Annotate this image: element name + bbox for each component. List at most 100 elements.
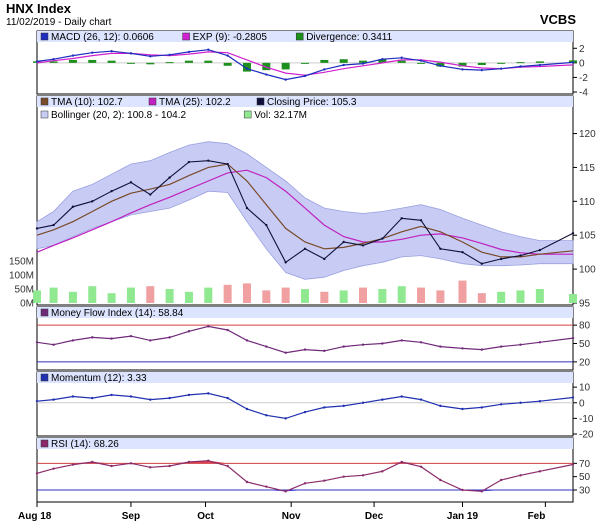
price-legend-bar [37, 96, 573, 107]
mfi-point [91, 336, 94, 339]
rsi-panel: RSI (14): 68.26 70 50 30 [35, 437, 591, 503]
brand-label: VCBS [540, 12, 576, 27]
momentum-legend-swatch [40, 373, 49, 382]
volume-bar [223, 284, 232, 303]
mfi-point [323, 349, 326, 353]
closing-price-point [381, 237, 384, 240]
closing-price-point [129, 181, 133, 184]
momentum-point [342, 404, 345, 408]
x-tick-label: Aug 18 [18, 511, 52, 522]
momentum-point [323, 406, 326, 409]
rsi-point [187, 460, 191, 464]
momentum-point [461, 407, 464, 411]
macd-point [538, 63, 542, 67]
momentum-point [226, 396, 229, 400]
x-axis: Aug 18 Sep Oct Nov Dec Jan 19 Feb [18, 502, 546, 522]
closing-price-point [439, 247, 442, 250]
closing-price-point [71, 205, 75, 208]
price-legend-swatch [40, 97, 49, 106]
x-tick-label: Oct [197, 511, 214, 522]
momentum-legend-label: Momentum (12): 3.33 [51, 373, 147, 384]
divergence-bar [184, 60, 193, 63]
volume-bar [301, 289, 309, 303]
macd-point [265, 73, 268, 76]
closing-price-point [91, 200, 94, 203]
rsi-point [519, 474, 522, 477]
macd-legend-bar [37, 31, 573, 42]
momentum-point [245, 407, 249, 411]
closing-price-point [419, 219, 423, 222]
rsi-point [284, 490, 287, 493]
macd-point [168, 53, 171, 57]
momentum-point [265, 414, 268, 417]
closing-price-point [499, 257, 503, 261]
rsi-line [36, 460, 574, 492]
macd-point [52, 58, 55, 61]
closing-price-point [538, 248, 542, 252]
momentum-point [381, 398, 384, 401]
divergence-bar [497, 62, 506, 64]
rsi-point [168, 464, 171, 468]
volume-bar [68, 291, 77, 303]
volume-bar [477, 293, 486, 303]
rsi-overbought-fill [208, 460, 228, 464]
divergence-bar [281, 62, 290, 70]
divergence-bar [107, 60, 116, 63]
macd-point [245, 67, 249, 70]
rsi-point [381, 470, 384, 473]
macd-point [149, 55, 152, 58]
momentum-point [129, 395, 133, 398]
price-legend-swatch [256, 97, 265, 106]
volume-bar [359, 287, 368, 303]
momentum-point [519, 401, 522, 404]
divergence-bar [88, 59, 97, 63]
volume-bar [320, 291, 329, 303]
rsi-point [226, 464, 229, 468]
mfi-point [480, 348, 484, 351]
closing-price-point [303, 247, 307, 250]
volume-tick-label: 100M [9, 271, 34, 282]
rsi-ytick-label: 70 [579, 459, 591, 470]
volume-bar [281, 287, 290, 303]
momentum-line [36, 392, 574, 420]
mfi-point [187, 330, 191, 333]
momentum-ytick-label: 0 [579, 398, 585, 409]
closing-price-point [265, 223, 268, 227]
tma25-line [36, 169, 573, 255]
macd-point [381, 58, 384, 61]
momentum-point [52, 398, 55, 401]
closing-price-point [52, 223, 55, 227]
macd-point [129, 52, 133, 55]
momentum-point [571, 396, 575, 399]
momentum-point [149, 398, 152, 401]
rsi-ytick-label: 30 [579, 486, 591, 497]
rsi-point [35, 472, 39, 475]
macd-point [439, 64, 442, 67]
mfi-point [571, 336, 575, 340]
rsi-point [400, 460, 403, 464]
volume-bar [88, 286, 97, 303]
momentum-ytick-label: -20 [579, 430, 594, 441]
closing-price-point [187, 160, 191, 164]
divergence-bar [126, 62, 135, 64]
momentum-point [284, 417, 287, 420]
price-ytick-label: 110 [579, 197, 595, 208]
price-panel: TMA (10): 102.7 TMA (25): 102.2 Closing Pr… [9, 95, 596, 310]
volume-bar [535, 289, 544, 303]
volume-bar [378, 289, 387, 303]
rsi-legend-label: RSI (14): 68.26 [51, 439, 119, 450]
price-ytick-label: 95 [579, 299, 591, 310]
price-legend-swatch [40, 110, 49, 119]
chart-subtitle: 11/02/2019 - Daily chart [6, 17, 112, 28]
rsi-point [91, 460, 94, 464]
macd-point [71, 54, 75, 57]
volume-bar [397, 286, 406, 303]
closing-price-line [36, 160, 574, 265]
mfi-point [245, 339, 249, 342]
macd-ytick-label: 0 [579, 58, 585, 69]
indicator-panels: MACD (26, 12): 0.0606 EXP (9): -0.2805 Div… [9, 30, 596, 503]
volume-bar [262, 290, 271, 303]
mfi-point [110, 337, 113, 340]
momentum-point [538, 399, 542, 403]
volume-bar [107, 293, 116, 303]
